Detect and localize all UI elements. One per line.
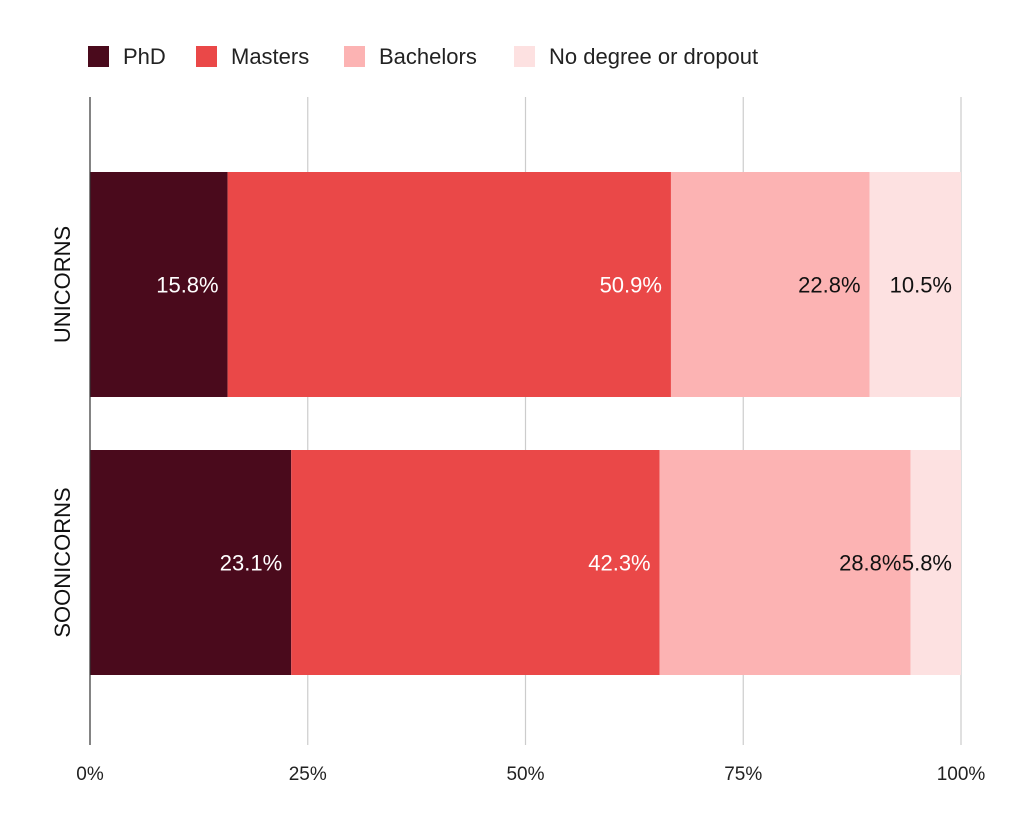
data-label: 22.8%	[798, 273, 860, 298]
category-label: UNICORNS	[50, 226, 75, 343]
bar-segment-2	[659, 450, 911, 675]
data-label: 28.8%	[839, 551, 901, 576]
legend-swatch	[344, 46, 365, 67]
data-label: 10.5%	[890, 273, 952, 298]
bar-segment-1	[227, 172, 671, 397]
data-label: 5.8%	[902, 551, 952, 576]
data-label: 42.3%	[588, 551, 650, 576]
legend-label: PhD	[123, 44, 166, 69]
legend-label: Bachelors	[379, 44, 477, 69]
legend: PhD Masters Bachelors No degree or dropout	[88, 44, 758, 69]
x-tick-labels: 0% 25% 50% 75% 100%	[76, 764, 985, 785]
x-tick-label: 100%	[937, 764, 986, 785]
legend-swatch	[88, 46, 109, 67]
bar-segment-2	[670, 172, 870, 397]
legend-swatch	[514, 46, 535, 67]
bars	[90, 172, 961, 675]
x-tick-label: 75%	[724, 764, 762, 785]
bar-segment-3	[869, 172, 961, 397]
x-tick-label: 25%	[289, 764, 327, 785]
category-label: SOONICORNS	[50, 487, 75, 637]
legend-label: No degree or dropout	[549, 44, 758, 69]
bar-segment-1	[291, 450, 660, 675]
bar-segment-0	[90, 450, 292, 675]
data-label: 23.1%	[220, 551, 282, 576]
x-tick-label: 50%	[506, 764, 544, 785]
category-labels: UNICORNS SOONICORNS	[50, 226, 75, 638]
data-labels: 15.8% 50.9% 22.8% 10.5% 23.1% 42.3% 28.8% 5.8%	[156, 273, 952, 576]
bar-segment-0	[90, 172, 228, 397]
legend-swatch	[196, 46, 217, 67]
legend-label: Masters	[231, 44, 309, 69]
x-tick-label: 0%	[76, 764, 104, 785]
bar-segment-3	[910, 450, 961, 675]
data-label: 15.8%	[156, 273, 218, 298]
data-label: 50.9%	[600, 273, 662, 298]
